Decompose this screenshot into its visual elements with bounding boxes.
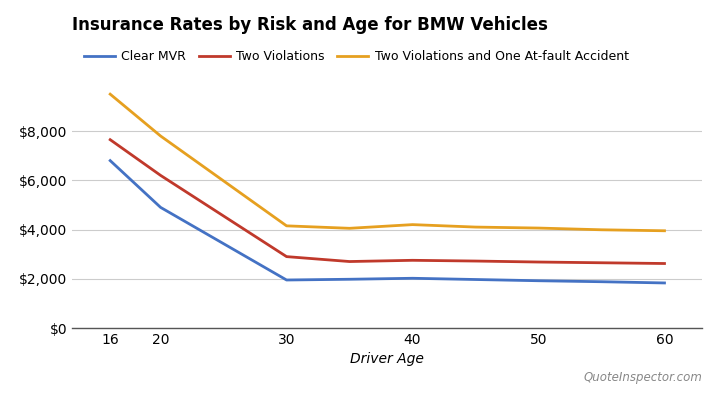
Two Violations and One At-fault Accident	[282, 224, 291, 228]
Two Violations	[534, 260, 543, 264]
Two Violations and One At-fault Accident	[345, 226, 354, 231]
Clear MVR	[282, 278, 291, 282]
Clear MVR	[408, 276, 417, 281]
Legend: Clear MVR, Two Violations, Two Violations and One At-fault Accident: Clear MVR, Two Violations, Two Violation…	[79, 45, 634, 68]
Two Violations	[471, 259, 480, 264]
Two Violations and One At-fault Accident	[156, 134, 165, 138]
Clear MVR	[106, 158, 114, 163]
Two Violations and One At-fault Accident	[660, 228, 669, 233]
Text: QuoteInspector.com: QuoteInspector.com	[584, 371, 702, 384]
Line: Two Violations: Two Violations	[110, 140, 665, 264]
Clear MVR	[660, 280, 669, 285]
X-axis label: Driver Age: Driver Age	[350, 352, 424, 366]
Clear MVR	[534, 278, 543, 283]
Clear MVR	[597, 279, 606, 284]
Two Violations	[156, 173, 165, 178]
Clear MVR	[156, 205, 165, 210]
Line: Clear MVR: Clear MVR	[110, 161, 665, 283]
Clear MVR	[345, 277, 354, 282]
Text: Insurance Rates by Risk and Age for BMW Vehicles: Insurance Rates by Risk and Age for BMW …	[72, 16, 548, 34]
Two Violations and One At-fault Accident	[408, 222, 417, 227]
Two Violations and One At-fault Accident	[106, 92, 114, 96]
Two Violations	[660, 261, 669, 266]
Clear MVR	[471, 277, 480, 282]
Two Violations	[597, 260, 606, 265]
Two Violations and One At-fault Accident	[597, 227, 606, 232]
Two Violations	[345, 259, 354, 264]
Two Violations	[282, 254, 291, 259]
Two Violations	[106, 137, 114, 142]
Line: Two Violations and One At-fault Accident: Two Violations and One At-fault Accident	[110, 94, 665, 231]
Two Violations	[408, 258, 417, 263]
Two Violations and One At-fault Accident	[471, 225, 480, 230]
Two Violations and One At-fault Accident	[534, 226, 543, 230]
